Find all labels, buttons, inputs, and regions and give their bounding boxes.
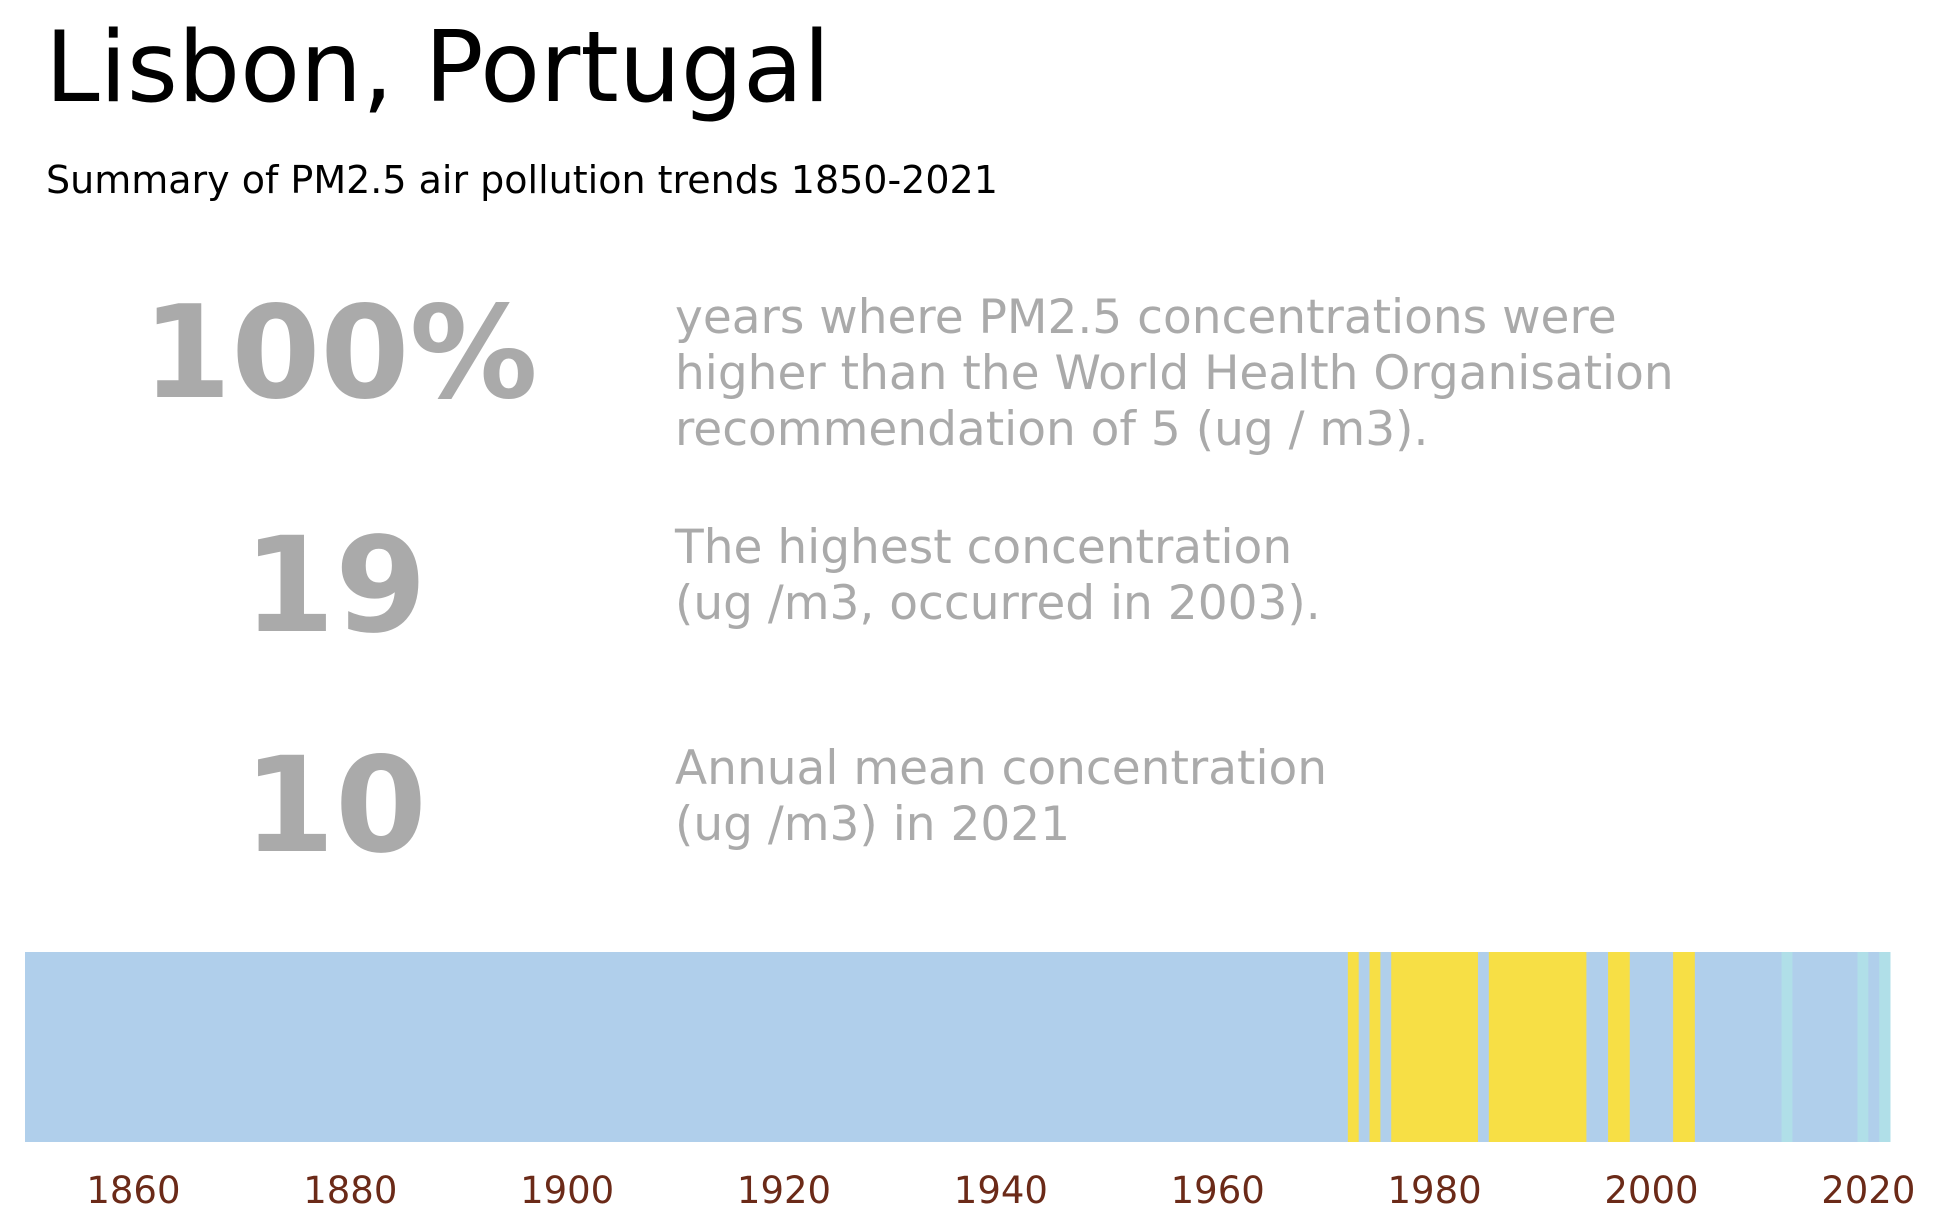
stat-value-who-years: 100%	[142, 279, 538, 428]
stat-description-line: recommendation of 5 (ug / m3).	[675, 402, 1429, 457]
stat-description-highest: The highest concentration (ug /m3, occur…	[675, 520, 1321, 632]
stat-description-line: The highest concentration	[675, 520, 1293, 575]
x-tick-label: 1880	[303, 1169, 397, 1212]
stripe-segment	[1586, 952, 1609, 1142]
stripe-segment	[1629, 952, 1674, 1142]
x-tick-label: 2000	[1604, 1169, 1698, 1212]
stripe-segment	[25, 952, 1349, 1142]
stripe-segment	[1358, 952, 1371, 1142]
stripe-segment	[1694, 952, 1783, 1142]
stripe-segment	[1673, 952, 1696, 1142]
page-subtitle: Summary of PM2.5 air pollution trends 18…	[46, 158, 998, 202]
page-title: Lisbon, Portugal	[45, 11, 831, 125]
stripe-segment	[1477, 952, 1490, 1142]
stripe-segment	[1347, 952, 1360, 1142]
stat-description-line: higher than the World Health Organisatio…	[675, 346, 1674, 401]
x-tick-label: 1860	[86, 1169, 180, 1212]
x-axis-ticks: 1860 1880 1900 1920 1940 1960 1980 2000 2020	[86, 1169, 1915, 1212]
stripe-segment	[1868, 952, 1880, 1142]
stat-description-who-years: years where PM2.5 concentrations were hi…	[675, 290, 1674, 458]
stripe-segment	[1488, 952, 1587, 1142]
stripe-bars	[25, 952, 1891, 1142]
x-tick-label: 2020	[1821, 1169, 1915, 1212]
stat-value-annual-mean: 10	[243, 729, 427, 883]
stripe-segment	[1380, 952, 1392, 1142]
stat-description-annual-mean: Annual mean concentration (ug /m3) in 20…	[675, 741, 1327, 853]
stripe-segment	[1781, 952, 1793, 1142]
stat-description-line: (ug /m3) in 2021	[675, 797, 1071, 852]
stripe-segment	[1792, 952, 1858, 1142]
x-tick-label: 1960	[1171, 1169, 1265, 1212]
pollution-stripes-chart: 1860 1880 1900 1920 1940 1960 1980 2000 2020	[25, 952, 1915, 1212]
stat-description-line: Annual mean concentration	[675, 741, 1328, 796]
stripe-segment	[1608, 952, 1631, 1142]
x-tick-label: 1900	[520, 1169, 614, 1212]
stripe-segment	[1857, 952, 1869, 1142]
stat-description-line: (ug /m3, occurred in 2003).	[675, 576, 1321, 631]
stripe-segment	[1369, 952, 1381, 1142]
stripe-segment	[1391, 952, 1479, 1142]
x-tick-label: 1980	[1388, 1169, 1482, 1212]
x-tick-label: 1940	[954, 1169, 1048, 1212]
stripe-segment	[1879, 952, 1891, 1142]
x-tick-label: 1920	[737, 1169, 831, 1212]
stat-value-highest: 19	[243, 509, 427, 663]
stat-description-line: years where PM2.5 concentrations were	[675, 290, 1617, 345]
